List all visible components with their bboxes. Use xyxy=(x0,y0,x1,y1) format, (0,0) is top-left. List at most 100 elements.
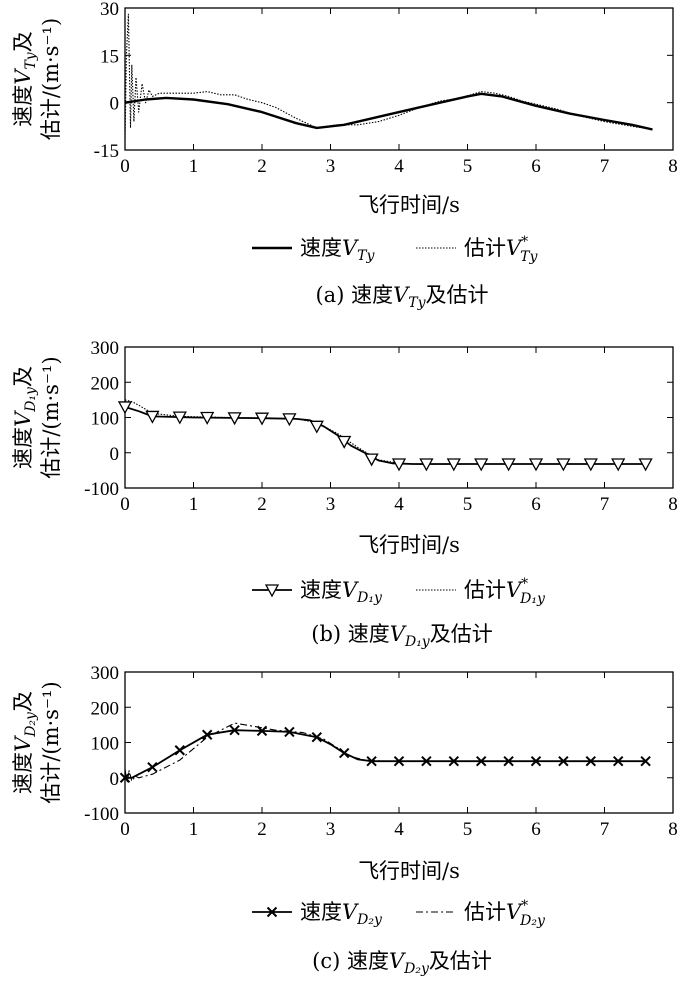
x-tick-label: 3 xyxy=(326,819,336,840)
data-marker xyxy=(530,755,542,767)
data-marker xyxy=(419,458,434,472)
series-line-0 xyxy=(125,729,646,779)
data-marker xyxy=(391,458,407,472)
y-axis-label-line1: 速度VTy及 xyxy=(11,31,39,126)
data-marker xyxy=(337,435,352,449)
data-marker xyxy=(393,755,405,767)
data-marker xyxy=(364,453,379,467)
series-line-1 xyxy=(125,399,646,465)
series-group xyxy=(125,13,653,141)
panel-caption: (b) 速度VD₁y及估计 xyxy=(311,622,492,650)
y-tick-label: -100 xyxy=(84,479,119,500)
y-axis-label-line1: 速度VD₁y及 xyxy=(11,366,39,469)
y-tick-label: 100 xyxy=(91,409,120,430)
x-tick-label: 0 xyxy=(120,494,130,515)
x-tick-label: 4 xyxy=(394,494,404,515)
x-tick-label: 2 xyxy=(257,819,267,840)
data-marker xyxy=(446,458,461,472)
data-marker xyxy=(201,729,213,740)
data-marker xyxy=(311,732,323,743)
data-marker xyxy=(366,755,377,767)
data-marker xyxy=(503,755,514,767)
y-tick-label: 0 xyxy=(110,94,120,115)
data-marker xyxy=(117,401,133,415)
x-tick-label: 1 xyxy=(189,156,199,177)
y-tick-label: 200 xyxy=(91,698,120,719)
y-tick-label: 300 xyxy=(91,338,120,359)
legend-label-actual: 速度VD₁y xyxy=(300,578,383,606)
x-tick-label: 4 xyxy=(394,819,404,840)
y-tick-label: 0 xyxy=(110,769,120,790)
data-marker xyxy=(501,458,516,472)
series-group xyxy=(125,399,646,465)
x-tick-label: 1 xyxy=(189,819,199,840)
data-marker xyxy=(145,410,160,424)
data-marker xyxy=(638,458,653,472)
data-marker xyxy=(421,755,432,767)
data-marker xyxy=(528,458,544,472)
data-marker xyxy=(612,755,624,767)
data-marker xyxy=(174,745,186,756)
data-marker xyxy=(640,755,651,767)
legend: 速度VD₂y 估计V* D₂y xyxy=(252,898,546,929)
data-marker xyxy=(475,755,487,767)
y-axis-label-line1: 速度VD₂y及 xyxy=(11,691,39,794)
data-marker xyxy=(227,412,242,426)
y-tick-label: -100 xyxy=(84,804,119,825)
data-marker xyxy=(147,761,158,773)
x-tick-label: 6 xyxy=(531,494,541,515)
x-tick-label: 4 xyxy=(394,156,404,177)
x-tick-label: 8 xyxy=(668,819,678,840)
legend-label-actual: 速度VTy xyxy=(300,236,376,264)
legend-marker xyxy=(264,584,280,598)
data-marker xyxy=(229,724,240,736)
data-marker xyxy=(282,413,297,427)
x-tick-label: 6 xyxy=(531,819,541,840)
legend-label-actual: 速度VD₂y xyxy=(300,900,383,928)
data-marker xyxy=(338,747,350,759)
data-marker xyxy=(583,458,598,472)
panel-caption: (c) 速度VD₂y及估计 xyxy=(312,949,492,977)
legend-label-estimate: 估计V* D₂y xyxy=(464,898,546,929)
y-tick-label: 0 xyxy=(110,444,120,465)
series-group xyxy=(125,722,646,784)
data-marker xyxy=(474,458,489,472)
y-tick-label: 200 xyxy=(91,373,120,394)
legend-label-estimate: 估计V* Ty xyxy=(464,234,539,265)
y-axis-label-line2: 估计/(m·s⁻¹) xyxy=(39,681,63,803)
x-tick-label: 7 xyxy=(600,494,610,515)
data-marker xyxy=(556,458,571,472)
data-marker xyxy=(254,412,270,426)
x-tick-label: 5 xyxy=(463,494,473,515)
x-axis-label: 飞行时间/s xyxy=(358,193,460,217)
data-marker xyxy=(256,725,268,737)
legend-marker xyxy=(266,906,278,918)
series-line-1 xyxy=(125,13,653,141)
series-line-0 xyxy=(125,92,653,131)
x-tick-label: 2 xyxy=(257,494,267,515)
x-tick-label: 7 xyxy=(600,819,610,840)
x-tick-label: 0 xyxy=(120,819,130,840)
legend-label-estimate: 估计V* D₁y xyxy=(464,576,546,607)
x-tick-label: 2 xyxy=(257,156,267,177)
x-tick-label: 8 xyxy=(668,156,678,177)
data-marker xyxy=(448,755,460,767)
x-tick-label: 3 xyxy=(326,494,336,515)
y-axis-label-line2: 估计/(m·s⁻¹) xyxy=(39,18,63,140)
legend: 速度VTy 估计V* Ty xyxy=(252,234,539,265)
data-marker xyxy=(309,420,324,434)
x-tick-label: 5 xyxy=(463,819,473,840)
plot-frame xyxy=(124,671,674,814)
legend: 速度VD₁y 估计V* D₁y xyxy=(252,576,546,607)
y-tick-label: 300 xyxy=(91,663,120,684)
y-tick-label: 100 xyxy=(91,734,120,755)
x-axis-label: 飞行时间/s xyxy=(358,859,460,883)
x-tick-label: 1 xyxy=(189,494,199,515)
data-marker xyxy=(200,411,215,425)
data-marker xyxy=(611,458,626,472)
data-marker xyxy=(585,755,597,767)
